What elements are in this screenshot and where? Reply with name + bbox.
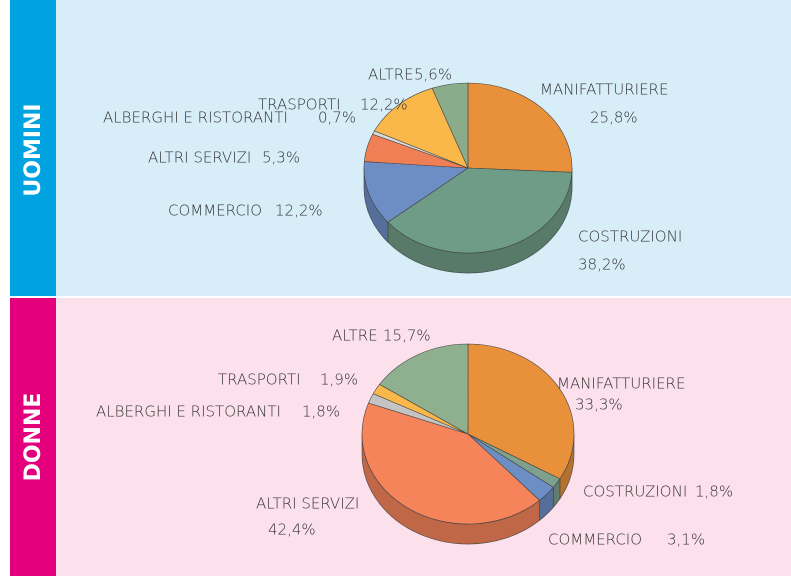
- slice-label: ALTRI SERVIZI: [256, 495, 359, 513]
- slice-value: 1,9%: [320, 371, 358, 389]
- slice-value: 38,2%: [578, 256, 626, 274]
- slice: [374, 87, 469, 169]
- slice-value: 5,6%: [414, 66, 452, 84]
- panel-title: DONNE: [21, 393, 46, 482]
- slice-label: ALTRI SERVIZI: [148, 149, 251, 167]
- women-strip: [10, 298, 56, 576]
- panel-title: UOMINI: [21, 103, 46, 196]
- slice-label: ALTRE: [368, 66, 414, 84]
- slice-value: 3,1%: [667, 531, 705, 549]
- slice-value: 1,8%: [302, 403, 340, 421]
- slice: [467, 82, 573, 173]
- slice-value: 42,4%: [268, 521, 316, 539]
- slice-label: COSTRUZIONI: [578, 228, 682, 246]
- slice-value: 15,7%: [383, 327, 431, 345]
- slice: [361, 402, 541, 525]
- slice-value: 25,8%: [590, 109, 638, 127]
- slice-label: COSTRUZIONI: [583, 483, 687, 501]
- slice: [431, 82, 469, 169]
- slice-value: 33,3%: [575, 396, 623, 414]
- slice-label: ALBERGHI E RISTORANTI: [96, 403, 281, 421]
- slice-label: TRASPORTI: [258, 96, 341, 114]
- slice-label: MANIFATTURIERE: [540, 81, 668, 99]
- slice-label: COMMERCIO: [168, 202, 262, 220]
- slice-label: ALTRE: [332, 327, 378, 345]
- slice: [363, 161, 469, 223]
- slice-label: TRASPORTI: [218, 371, 301, 389]
- slice: [379, 343, 469, 435]
- men-strip: [10, 0, 56, 296]
- slice-value: 5,3%: [262, 149, 300, 167]
- slice-label: MANIFATTURIERE: [557, 375, 685, 393]
- slice: [387, 167, 573, 254]
- slice-value: 12,2%: [275, 202, 323, 220]
- slice-value: 1,8%: [695, 483, 733, 501]
- slice: [467, 343, 575, 480]
- slice-value: 12,2%: [360, 96, 408, 114]
- slice-label: COMMERCIO: [548, 531, 642, 549]
- slice-label: ALBERGHI E RISTORANTI: [103, 109, 288, 127]
- slice-value: 0,7%: [318, 109, 356, 127]
